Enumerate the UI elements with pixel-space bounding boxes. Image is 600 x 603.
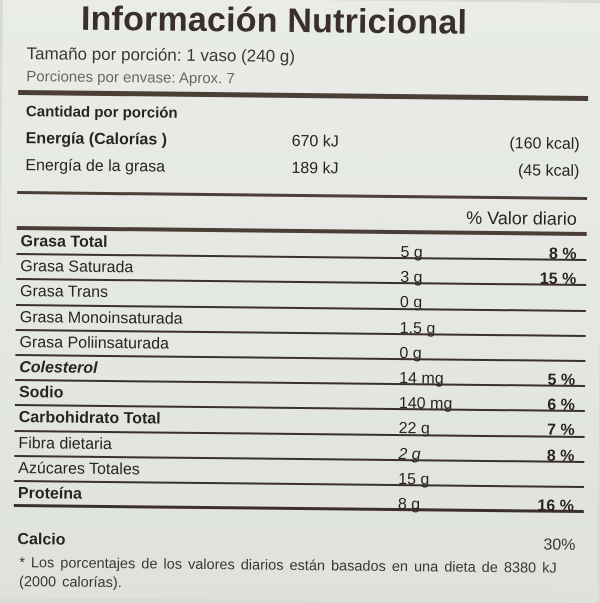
energy-fat-kcal: (45 kcal) — [517, 162, 580, 180]
nutrient-table: Grasa Total 5 g 8 % Grasa Saturada 3 g 1… — [13, 230, 587, 515]
divider-medium — [17, 191, 588, 201]
nutrient-row-proteina: Proteína 8 g 16 % — [13, 481, 585, 515]
nutrient-name: Proteína — [17, 484, 83, 503]
footnote: * Los porcentajes de los valores diarios… — [18, 555, 557, 592]
nutrient-name: Grasa Monoinsaturada — [19, 308, 183, 328]
nutrient-dv: 16 % — [537, 497, 574, 515]
nutrient-name: Fibra dietaria — [18, 434, 112, 453]
energy-label: Energía (Calorías ) — [25, 130, 168, 149]
energy-kcal: (160 kcal) — [509, 135, 580, 153]
energy-fat-kj: 189 kJ — [291, 159, 339, 178]
nutrient-amount: 8 g — [397, 495, 421, 514]
nutrient-name: Colesterol — [19, 359, 98, 377]
calcium-dv: 30% — [543, 536, 576, 554]
daily-value-header: % Valor diario — [466, 207, 577, 229]
energy-kj: 670 kJ — [291, 132, 339, 151]
energy-row: Energía (Calorías ) 670 kJ (160 kcal) — [26, 130, 580, 158]
nutrient-name: Grasa Saturada — [20, 258, 134, 277]
nutrient-name: Grasa Trans — [19, 283, 109, 302]
nutrient-name: Azúcares Totales — [18, 459, 140, 479]
nutrient-name: Sodio — [18, 384, 64, 402]
serving-size: Tamaño por porción: 1 vaso (240 g) — [26, 44, 296, 66]
label-title: Información Nutricional — [80, 0, 468, 42]
amount-per-serving-heading: Cantidad por porción — [25, 103, 178, 122]
nutrient-name: Grasa Total — [20, 233, 108, 251]
energy-fat-label: Energía de la grasa — [25, 157, 166, 176]
calcium-name: Calcio — [17, 531, 66, 549]
calcium-row: Calcio 30% — [17, 531, 575, 557]
divider-thick — [18, 90, 589, 102]
nutrient-name: Grasa Poliinsaturada — [19, 333, 170, 353]
energy-fat-row: Energía de la grasa 189 kJ (45 kcal) — [25, 157, 579, 185]
nutrient-name: Carbohidrato Total — [18, 409, 161, 428]
servings-per-container: Porciones por envase: Aprox. 7 — [26, 68, 235, 88]
